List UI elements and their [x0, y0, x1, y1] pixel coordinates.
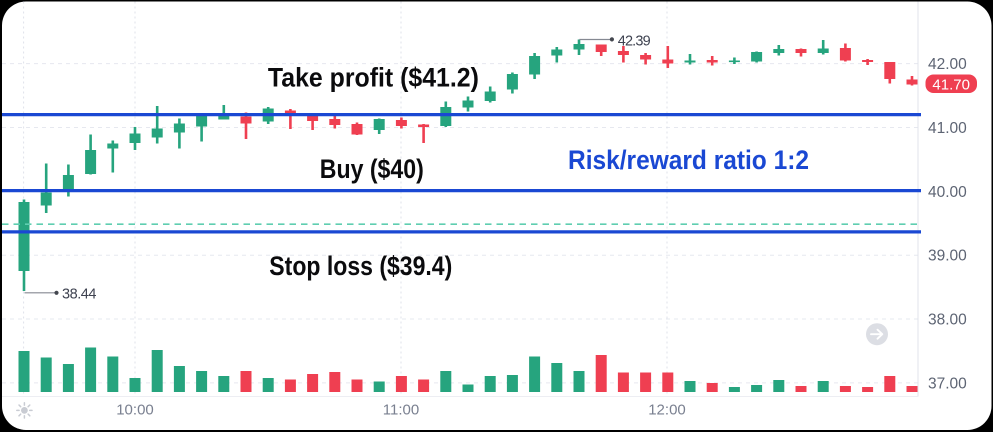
- svg-text:11:00: 11:00: [383, 402, 419, 419]
- svg-text:41.70: 41.70: [932, 76, 970, 93]
- svg-text:39.00: 39.00: [928, 248, 967, 265]
- svg-text:10:00: 10:00: [116, 402, 154, 419]
- svg-text:Take profit ($41.2): Take profit ($41.2): [268, 62, 479, 92]
- svg-text:12:00: 12:00: [648, 402, 686, 419]
- svg-text:Buy ($40): Buy ($40): [320, 154, 424, 184]
- svg-text:42.39: 42.39: [618, 33, 651, 49]
- svg-text:Risk/reward ratio 1:2: Risk/reward ratio 1:2: [568, 145, 809, 175]
- svg-text:Stop loss ($39.4): Stop loss ($39.4): [269, 251, 452, 281]
- svg-text:42.00: 42.00: [928, 56, 967, 73]
- svg-text:41.00: 41.00: [928, 120, 967, 137]
- svg-text:38.00: 38.00: [928, 312, 967, 329]
- svg-text:38.44: 38.44: [62, 287, 97, 303]
- svg-text:37.00: 37.00: [928, 375, 967, 392]
- svg-text:40.00: 40.00: [928, 184, 967, 201]
